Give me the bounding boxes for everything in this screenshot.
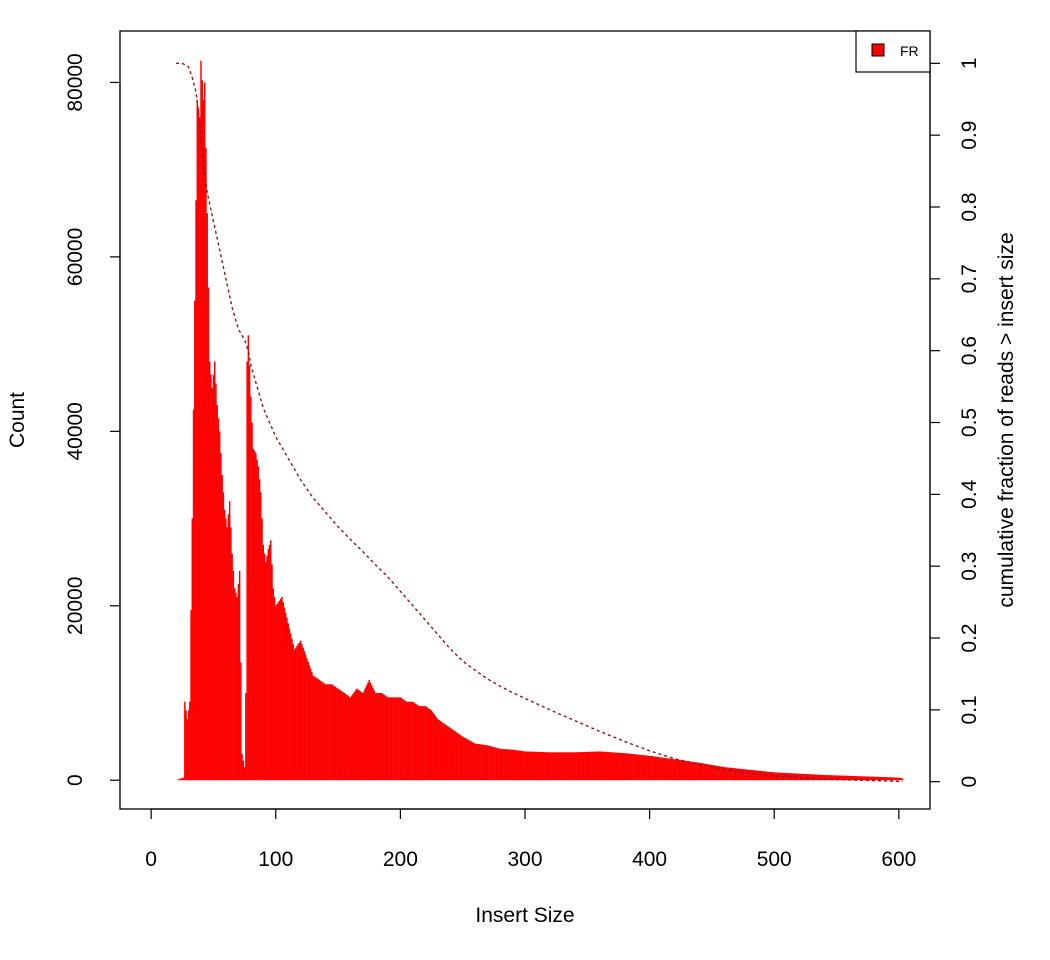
y2-tick-label: 0.5 [958,408,981,437]
cumulative-fraction-line [176,62,903,783]
y-tick-label: 0 [64,774,87,786]
y2-tick-label: 0.9 [958,121,981,150]
y2-tick-label: 0.6 [958,336,981,365]
legend-box [855,30,931,73]
y-tick-label: 20000 [64,577,87,635]
y2-tick-label: 0.4 [958,479,981,509]
x-tick-label: 500 [757,848,792,871]
y-tick-label: 60000 [64,228,87,286]
x-axis: 0 100 200 300 400 500 600 [145,808,916,871]
y2-tick-label: 1 [958,57,981,69]
y2-tick-label: 0.8 [958,192,981,221]
y2-tick-label: 0.1 [958,695,981,724]
legend-label-fr: FR [900,43,919,59]
histogram-bars [176,60,904,781]
x-tick-label: 0 [145,848,157,871]
y2-tick-label: 0.7 [958,264,981,293]
x-tick-label: 600 [881,848,916,871]
y-tick-label: 80000 [64,53,87,111]
y-axis: 0 20000 40000 60000 80000 [64,53,121,786]
y2-axis-title: cumulative fraction of reads > insert si… [995,232,1018,607]
y2-tick-label: 0 [958,776,981,788]
x-tick-label: 100 [258,848,293,871]
x-tick-label: 200 [383,848,418,871]
y-axis-title: Count [6,392,29,448]
y2-tick-label: 0.3 [958,552,981,581]
y2-tick-label: 0.2 [958,623,981,652]
cumulative-line-group [176,62,903,783]
x-tick-label: 300 [507,848,542,871]
y-tick-label: 40000 [64,402,87,460]
legend-swatch-fr [871,43,885,57]
legend: FR [855,30,931,73]
x-axis-title: Insert Size [475,904,574,927]
y2-axis: 0 0.1 0.2 0.3 0.4 0.5 0.6 0.7 0.8 0.9 1 [929,57,981,788]
x-tick-label: 400 [632,848,667,871]
